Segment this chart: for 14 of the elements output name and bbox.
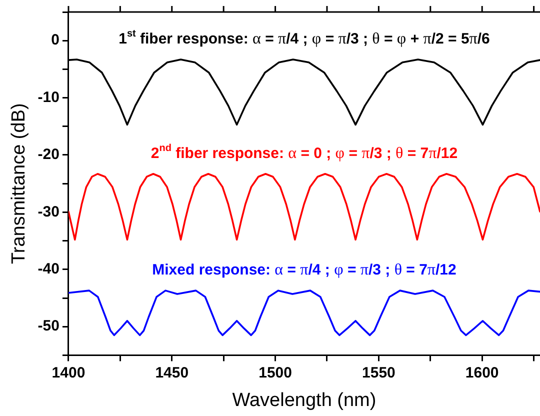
x-axis-title: Wavelength (nm) <box>232 390 376 411</box>
y-tick-label: 0 <box>51 32 60 49</box>
y-tick-label: -20 <box>38 146 60 164</box>
x-tick-label: 1500 <box>258 364 292 382</box>
x-tick-label: 1600 <box>465 364 499 382</box>
y-tick-label: -30 <box>38 203 60 220</box>
y-tick-label: -50 <box>38 318 60 335</box>
y-axis-title: Transmittance (dB) <box>8 103 30 264</box>
y-tick-label: -10 <box>38 88 60 106</box>
y-tick-label: -40 <box>38 260 60 278</box>
x-tick-label: 1400 <box>52 364 86 382</box>
x-tick-label: 1550 <box>362 364 396 382</box>
text: Mixed response: α = π/4 ; φ = π/3 ; θ = 7π/12 <box>152 262 456 279</box>
x-tick-label: 1450 <box>155 364 189 382</box>
